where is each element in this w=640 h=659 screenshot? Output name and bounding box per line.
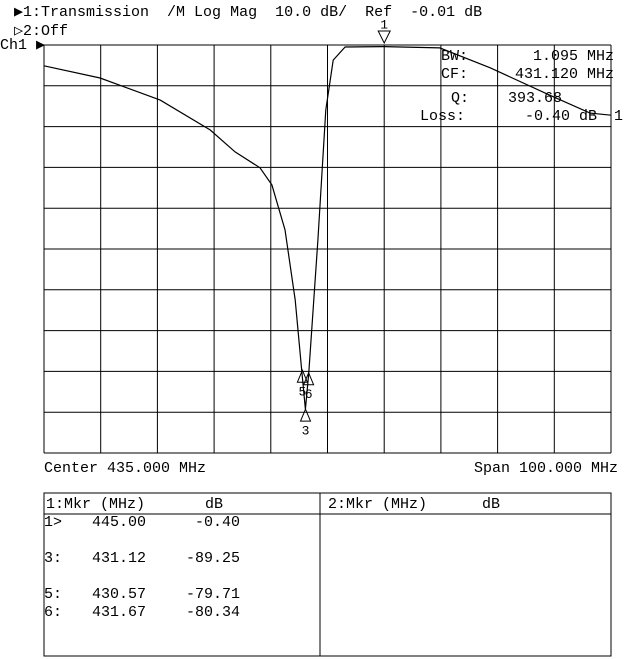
row-id: 5:	[44, 586, 62, 603]
row-db: -0.40	[195, 514, 240, 531]
loss-value: -0.40 dB	[525, 108, 597, 125]
marker-table	[43, 492, 612, 657]
bw-value: 1.095 MHz	[533, 48, 614, 65]
row-id: 1>	[44, 514, 62, 531]
marker	[296, 368, 309, 383]
row-id: 3:	[44, 550, 62, 567]
channel-tag: Ch1 ▶	[0, 37, 45, 54]
bw-label: BW:	[441, 48, 468, 65]
marker	[302, 371, 315, 386]
marker-label: 5	[298, 385, 306, 400]
row-db: -89.25	[186, 550, 240, 567]
loss-label: Loss:	[420, 108, 465, 125]
row-id: 6:	[44, 604, 62, 621]
marker-label: 6	[305, 387, 313, 402]
channel1-header: ▶1:Transmission /M Log Mag 10.0 dB/ Ref …	[14, 4, 482, 21]
marker	[299, 407, 312, 422]
row-freq: 431.67	[92, 604, 146, 621]
right-header-db: dB	[482, 496, 500, 513]
q-value: 393.68	[508, 90, 562, 107]
cf-value: 431.120 MHz	[515, 66, 614, 83]
trace	[43, 45, 612, 410]
cf-label: CF:	[441, 66, 468, 83]
marker	[377, 30, 392, 45]
row-freq: 430.57	[92, 586, 146, 603]
left-header-db: dB	[205, 496, 223, 513]
row-freq: 431.12	[92, 550, 146, 567]
q-label: Q:	[451, 90, 469, 107]
row-freq: 445.00	[92, 514, 146, 531]
grid	[43, 44, 612, 454]
marker-rows: 1> 445.00 -0.40 3: 431.12 -89.25 5: 430.57 -79.7…	[44, 514, 240, 621]
center-freq: Center 435.000 MHz	[44, 460, 206, 477]
row-db: -80.34	[186, 604, 240, 621]
loss-marker: 1	[614, 108, 623, 125]
marker-label: 3	[302, 424, 310, 439]
span: Span 100.000 MHz	[474, 460, 618, 477]
channel2-header: ▷2:Off	[14, 23, 68, 40]
marker-label: 1	[380, 17, 388, 32]
left-header: 1:Mkr (MHz)	[46, 496, 145, 513]
right-header: 2:Mkr (MHz)	[328, 496, 427, 513]
row-db: -79.71	[186, 586, 240, 603]
